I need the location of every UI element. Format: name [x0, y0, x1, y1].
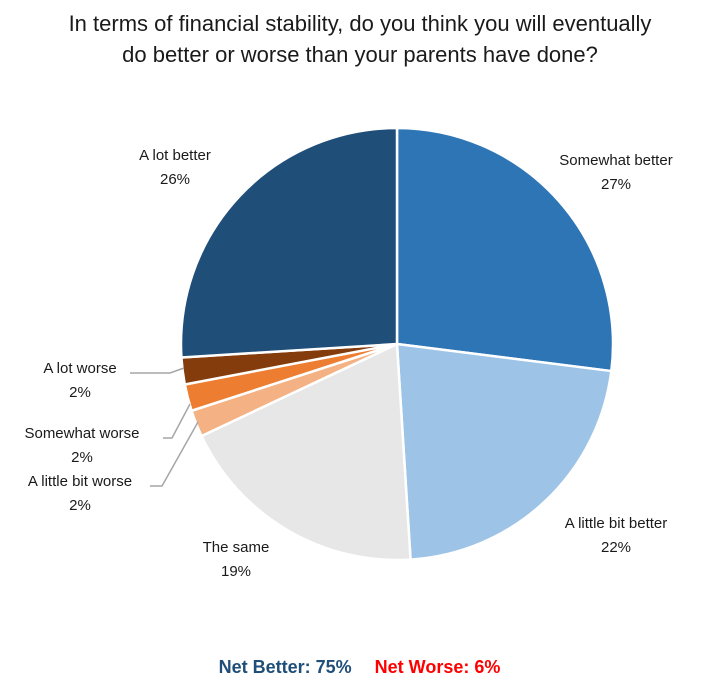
slice-value-label: 22%	[601, 539, 631, 556]
leader-line	[150, 422, 198, 486]
slice-label: A lot better	[139, 147, 211, 164]
slice-value-label: 26%	[160, 171, 190, 188]
slice-label: Somewhat worse	[24, 425, 139, 442]
slice-label: Somewhat better	[559, 152, 672, 169]
slice-value-label: 27%	[601, 176, 631, 193]
slice-label: A little bit better	[565, 515, 668, 532]
net-worse-label: Net Worse: 6%	[375, 657, 501, 677]
net-better-label: Net Better: 75%	[219, 657, 352, 677]
slice-value-label: 2%	[69, 497, 91, 514]
pie-slice-a-lot-better	[181, 128, 397, 358]
leader-line	[163, 404, 190, 438]
slice-label: The same	[203, 539, 270, 556]
slice-value-label: 2%	[71, 449, 93, 466]
leader-line	[130, 368, 184, 373]
slice-label: A lot worse	[43, 360, 116, 377]
slice-value-label: 2%	[69, 384, 91, 401]
slice-value-label: 19%	[221, 563, 251, 580]
slice-label: A little bit worse	[28, 473, 132, 490]
summary: Net Better: 75% Net Worse: 6%	[0, 657, 719, 678]
pie-chart: Somewhat better 27% A little bit better 22%…	[0, 0, 719, 650]
